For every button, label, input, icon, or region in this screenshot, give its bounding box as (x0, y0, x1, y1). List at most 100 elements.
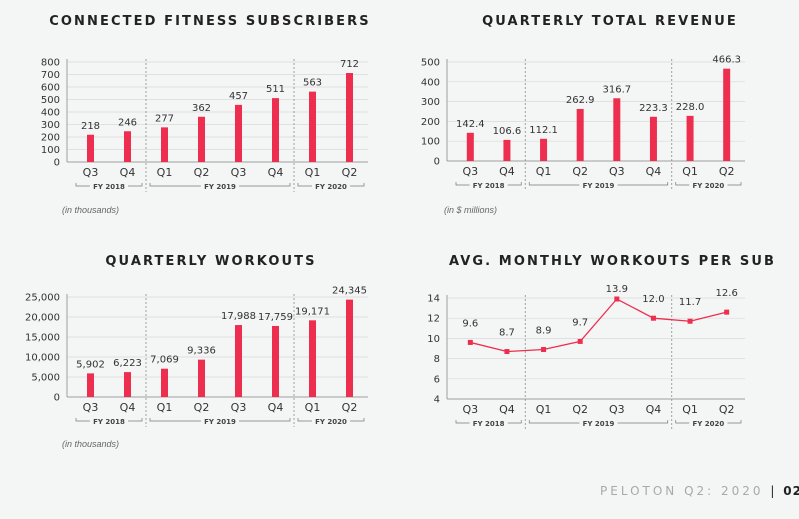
x-tick-label: Q1 (536, 403, 552, 416)
fiscal-group-label-bg (689, 419, 728, 427)
chart-title-avg-workouts: AVG. MONTHLY WORKOUTS PER SUB (448, 254, 777, 269)
data-label: 19,171 (295, 306, 330, 317)
chart-title-subscribers: CONNECTED FITNESS SUBSCRIBERS (49, 14, 371, 29)
data-label: 563 (303, 78, 322, 89)
x-tick-label: Q4 (120, 401, 136, 414)
x-tick-label: Q4 (499, 403, 515, 416)
data-point (724, 309, 730, 315)
data-bar (346, 299, 353, 397)
y-tick-label: 0 (54, 158, 60, 169)
data-point (541, 347, 547, 353)
data-label: 277 (155, 113, 174, 124)
fiscal-group-label-bg (311, 182, 351, 190)
fiscal-group-label: FY 2018 (93, 418, 125, 426)
data-label: 9.6 (462, 318, 478, 329)
x-tick-label: Q3 (462, 165, 478, 178)
data-bar (309, 320, 316, 397)
data-label: 457 (229, 91, 248, 102)
fiscal-group-label: FY 2020 (692, 182, 724, 190)
data-label: 106.6 (493, 126, 522, 137)
fiscal-group-label: FY 2020 (692, 420, 724, 428)
fiscal-group-label: FY 2018 (93, 183, 125, 191)
x-tick-label: Q3 (462, 403, 478, 416)
data-label: 17,759 (258, 312, 293, 323)
x-tick-label: Q4 (120, 166, 136, 179)
avg-workouts-chart: 4 6 8 10 12 14 Q3 Q4 Q1 Q2 Q3 Q4 Q1 Q2 FY 2018 FY 2019 F… (427, 284, 745, 429)
data-label: 712 (340, 59, 359, 70)
y-tick-label: 10,000 (25, 353, 60, 364)
fiscal-group-label-bg (89, 182, 129, 190)
x-tick-label: Q1 (536, 165, 552, 178)
y-tick-label: 12 (427, 314, 440, 325)
data-bar (576, 108, 584, 161)
fiscal-group-label-bg (689, 181, 728, 189)
data-label: 11.7 (679, 297, 701, 308)
y-tick-label: 4 (434, 395, 440, 406)
y-tick-label: 700 (41, 70, 60, 81)
data-bar (161, 127, 168, 162)
data-label: 511 (266, 84, 285, 95)
x-tick-label: Q3 (609, 403, 625, 416)
x-tick-label: Q4 (268, 401, 284, 414)
data-label: 9,336 (187, 346, 216, 357)
data-bar (540, 138, 548, 161)
data-point (687, 318, 693, 324)
x-tick-label: Q3 (231, 401, 247, 414)
data-bar (272, 325, 279, 397)
data-label: 142.4 (456, 119, 485, 130)
fiscal-group-label: FY 2020 (315, 183, 347, 191)
workouts-chart: 0 5,000 10,000 15,000 20,000 25,000 Q3 Q4 Q1 Q2 Q3… (25, 286, 368, 427)
data-label: 218 (81, 121, 100, 132)
x-tick-label: Q1 (157, 401, 173, 414)
y-tick-label: 15,000 (25, 333, 60, 344)
data-label: 6,223 (113, 358, 142, 369)
fiscal-group-label-bg (200, 417, 240, 425)
x-tick-label: Q1 (305, 166, 321, 179)
data-bar (235, 325, 242, 397)
y-tick-label: 6 (434, 374, 440, 385)
x-tick-label: Q1 (682, 165, 698, 178)
y-tick-label: 500 (41, 95, 60, 106)
y-tick-label: 10 (427, 334, 440, 345)
data-bar (686, 115, 694, 161)
data-bar (235, 104, 242, 162)
fiscal-group-label: FY 2020 (315, 418, 347, 426)
chart-note-workouts: (in thousands) (62, 439, 120, 449)
data-bar (124, 372, 131, 397)
data-bar (272, 98, 279, 162)
data-label: 466.3 (712, 55, 741, 66)
x-tick-label: Q4 (646, 165, 662, 178)
fiscal-group-label-bg (469, 181, 508, 189)
x-tick-label: Q2 (572, 165, 588, 178)
fiscal-group-label-bg (579, 419, 618, 427)
fiscal-group-label-bg (579, 181, 618, 189)
data-label: 12.0 (642, 294, 664, 305)
chart-title-revenue: QUARTERLY TOTAL REVENUE (482, 14, 738, 29)
data-label: 9.7 (572, 317, 588, 328)
x-tick-label: Q4 (646, 403, 662, 416)
data-label: 17,988 (221, 311, 256, 322)
fiscal-group-label-bg (200, 182, 240, 190)
data-label: 316.7 (602, 84, 631, 95)
x-tick-label: Q4 (268, 166, 284, 179)
x-tick-label: Q2 (719, 403, 735, 416)
y-tick-label: 500 (421, 58, 440, 69)
x-tick-label: Q1 (157, 166, 173, 179)
x-tick-label: Q2 (572, 403, 588, 416)
fiscal-group-label-bg (311, 417, 351, 425)
x-tick-label: Q1 (305, 401, 321, 414)
data-point (650, 315, 656, 321)
y-tick-label: 5,000 (31, 373, 60, 384)
footer-brand: PELOTON Q2: 2020 (600, 484, 764, 498)
fiscal-group-label-bg (469, 419, 508, 427)
fiscal-group-label-bg (89, 417, 129, 425)
data-label: 112.1 (529, 125, 558, 136)
data-point (504, 349, 510, 355)
data-bar (87, 373, 94, 397)
y-tick-label: 0 (54, 393, 60, 404)
y-tick-label: 400 (421, 77, 440, 88)
x-tick-label: Q2 (194, 166, 210, 179)
data-label: 12.6 (716, 288, 738, 299)
x-tick-label: Q3 (609, 165, 625, 178)
